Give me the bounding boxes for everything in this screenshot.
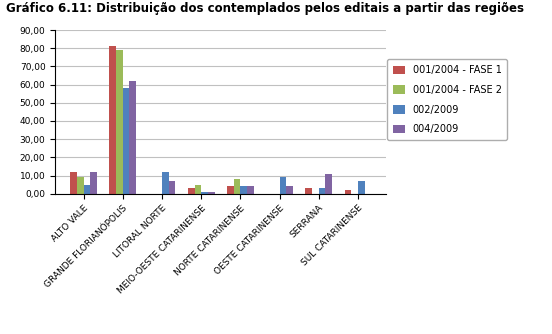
Text: Gráfico 6.11: Distribuição dos contemplados pelos editais a partir das regiões: Gráfico 6.11: Distribuição dos contempla…	[6, 2, 523, 15]
Bar	[188, 188, 194, 194]
Bar	[201, 192, 208, 194]
Bar	[162, 172, 169, 194]
Bar	[305, 188, 312, 194]
Bar	[123, 88, 130, 194]
Bar	[169, 181, 176, 194]
Bar	[286, 186, 293, 194]
Bar	[319, 188, 326, 194]
Bar	[233, 179, 241, 194]
Bar	[326, 174, 332, 194]
Legend: 001/2004 - FASE 1, 001/2004 - FASE 2, 002/2009, 004/2009: 001/2004 - FASE 1, 001/2004 - FASE 2, 00…	[388, 59, 507, 140]
Bar	[280, 177, 286, 194]
Bar	[344, 190, 352, 194]
Bar	[90, 172, 97, 194]
Bar	[241, 186, 247, 194]
Bar	[194, 185, 201, 194]
Bar	[70, 172, 77, 194]
Bar	[227, 186, 233, 194]
Bar	[77, 177, 83, 194]
Bar	[83, 185, 90, 194]
Bar	[116, 50, 123, 194]
Bar	[358, 181, 365, 194]
Bar	[130, 81, 136, 194]
Bar	[208, 192, 215, 194]
Bar	[109, 46, 116, 194]
Bar	[247, 186, 254, 194]
